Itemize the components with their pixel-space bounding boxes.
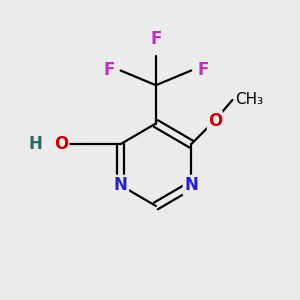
Text: H: H <box>28 135 42 153</box>
Text: N: N <box>184 176 198 194</box>
Text: F: F <box>150 30 162 48</box>
Text: O: O <box>55 135 69 153</box>
Text: CH₃: CH₃ <box>236 92 263 107</box>
Text: N: N <box>114 176 128 194</box>
Text: O: O <box>208 112 222 130</box>
Text: F: F <box>103 61 115 80</box>
Text: F: F <box>197 61 208 80</box>
